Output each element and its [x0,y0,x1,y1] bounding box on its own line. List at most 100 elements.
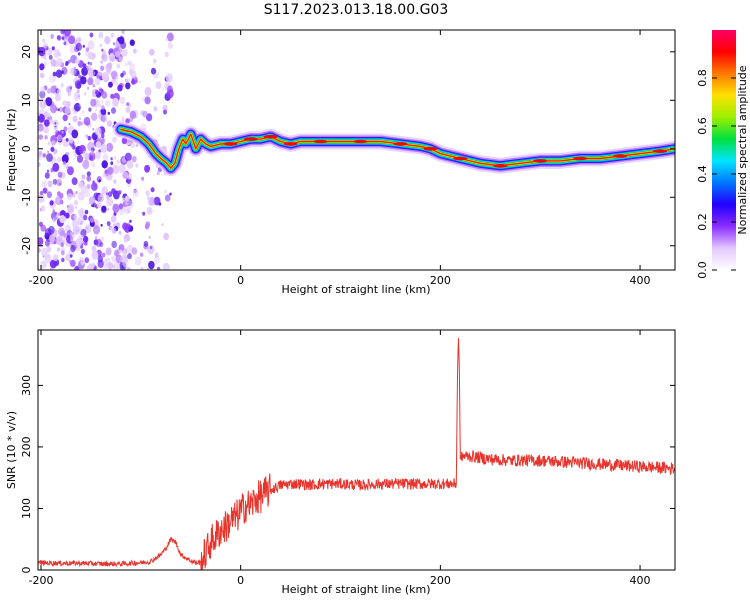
noise-blob [106,221,111,227]
noise-blob [56,88,62,96]
noise-blob [112,203,120,213]
noise-blob [145,190,150,197]
noise-blob [107,111,111,115]
noise-blob [56,178,62,187]
noise-blob [49,234,55,243]
noise-blob [98,115,101,119]
noise-blob [111,240,117,249]
noise-blob [111,228,117,234]
spectrogram-y-tick-label: 0 [20,145,33,152]
snr-x-tick-label: 200 [430,574,451,587]
noise-blob [109,52,114,58]
noise-blob [114,156,117,160]
noise-blob [83,116,91,126]
noise-blob [89,217,95,223]
noise-blob [50,59,57,67]
noise-blob [46,88,52,94]
noise-blob [68,122,71,126]
spectrogram-x-ticks: -200 0 200 400 [29,30,651,287]
spectrogram-frame [37,29,676,271]
noise-blob [131,76,138,85]
noise-blob [68,137,74,144]
spectrogram-y-tick-label: -10 [20,188,33,206]
ridge-peak [653,149,667,153]
noise-blob [129,63,135,71]
noise-blob [72,115,78,123]
colorbar-tick-label: 0.4 [696,165,709,183]
noise-blob [92,53,96,57]
noise-blob [92,127,95,131]
noise-blob [125,82,131,90]
noise-blob [106,197,114,207]
noise-blob [101,100,104,104]
noise-blob [108,81,113,88]
noise-blob [162,262,170,270]
noise-blob [58,212,61,217]
noise-blob [112,97,119,107]
noise-blob [75,58,80,65]
noise-blob [82,150,88,157]
noise-blob [74,80,82,89]
noise-blob [124,195,130,202]
noise-blob [142,110,148,118]
noise-blob [134,256,142,266]
noise-blob [87,61,90,65]
noise-blob [154,252,159,258]
noise-blob [90,98,97,107]
noise-blob [118,244,125,252]
noise-blob [148,196,156,206]
noise-blob [55,69,63,78]
noise-blob [92,202,97,208]
noise-blob [57,108,60,112]
noise-blob [87,141,95,152]
noise-blob [47,150,50,154]
noise-blob [115,76,119,80]
noise-blob [101,205,107,212]
colorbar-ticks: 0.0 0.2 0.4 0.6 0.8 [696,69,736,279]
noise-blob [49,259,57,269]
snr-x-label: Height of straight line (km) [281,583,430,596]
noise-blob [102,153,109,161]
noise-blob [101,53,108,62]
ridge-peak [243,137,258,141]
noise-blob [42,38,46,42]
spectrogram-y-tick-label: -20 [20,237,33,255]
noise-blob [164,189,168,194]
spectrogram-y-tick-label: 10 [20,93,33,107]
ridge-peak [613,154,628,158]
noise-blob [107,208,110,211]
snr-plot-area [38,330,675,570]
noise-blob [118,164,126,174]
noise-blob [148,260,155,270]
ridge-peak [393,142,408,146]
noise-blob [146,206,153,215]
noise-blob [97,194,104,203]
noise-blob [57,171,63,178]
noise-blob [113,223,116,227]
ridge-peak [453,156,468,161]
noise-blob [105,63,112,73]
noise-blob [60,83,64,88]
noise-blob [85,226,88,230]
snr-y-tick-label: 200 [20,436,33,457]
noise-blob [69,231,76,240]
spectrogram-y-label: Frequency (Hz) [5,109,18,192]
noise-blob [89,62,93,66]
noise-blob [96,202,102,209]
colorbar-tick-label: 0.0 [696,261,709,279]
noise-blob [60,250,65,256]
noise-blob [112,164,120,174]
noise-blob [77,120,82,127]
noise-blob [46,153,53,162]
noise-blob [53,85,57,90]
ridge-peak [313,139,328,144]
noise-blob [90,161,96,168]
noise-blob [107,262,114,270]
noise-blob [65,253,71,261]
noise-blob [48,225,55,235]
noise-blob [54,122,57,125]
noise-blob [79,103,82,107]
noise-blob [38,221,43,227]
noise-blob [42,153,47,158]
noise-blob [47,141,51,146]
